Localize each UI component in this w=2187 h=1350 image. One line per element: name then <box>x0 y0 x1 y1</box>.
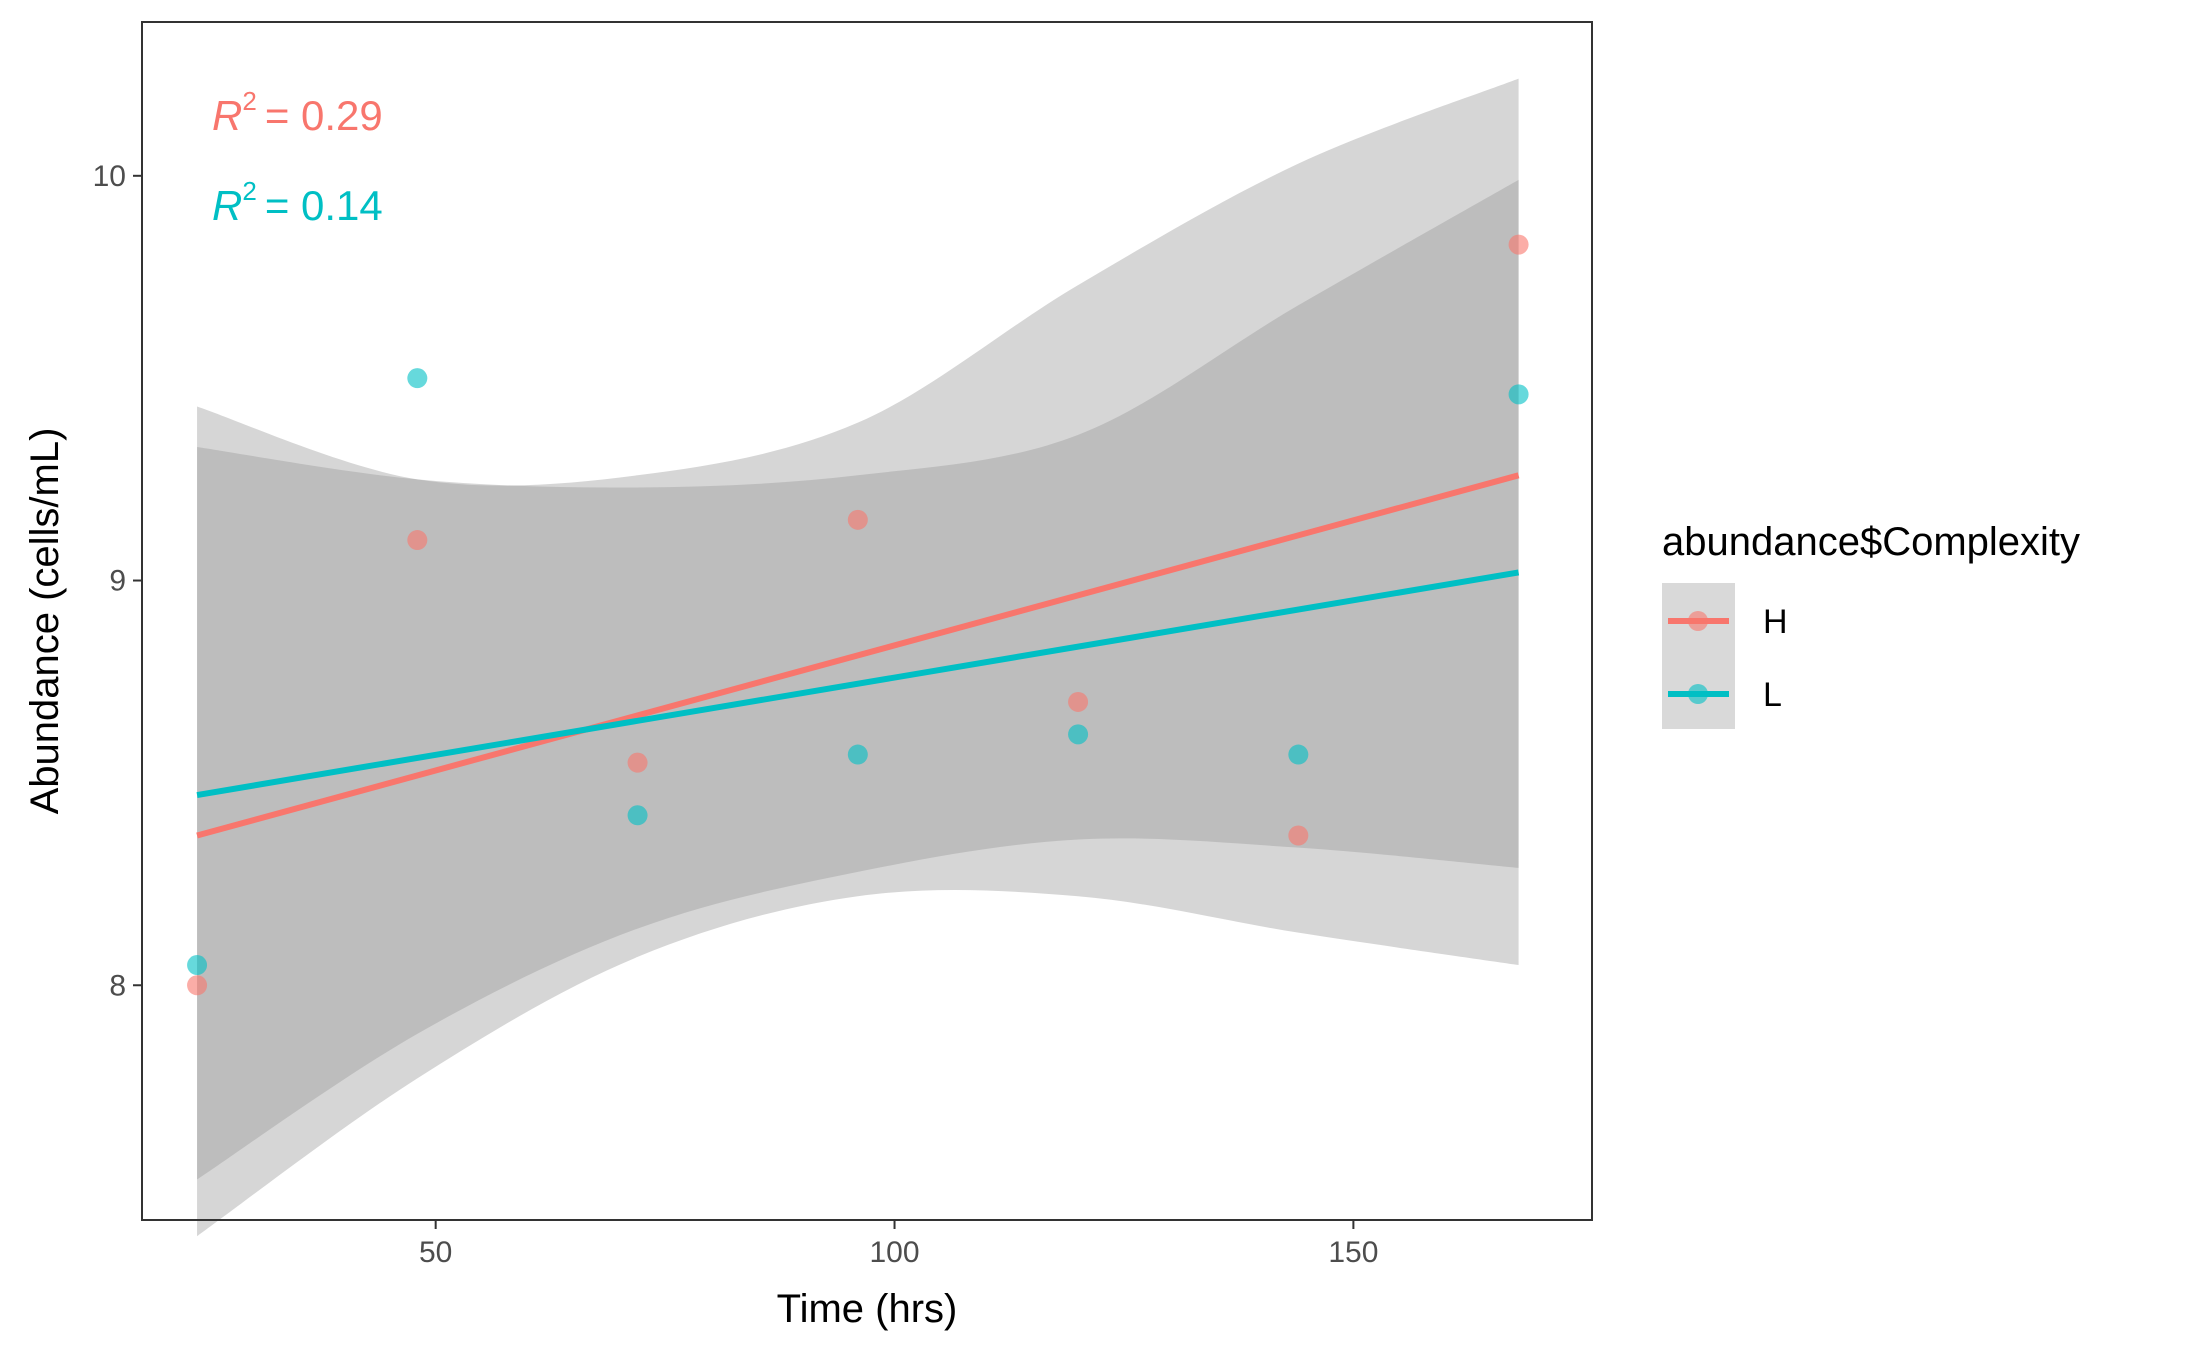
legend-key-background <box>1662 583 1735 729</box>
data-point-h <box>407 530 428 551</box>
fit-lines <box>196 472 1520 839</box>
data-point-l <box>627 805 648 826</box>
ci-ribbon-l <box>197 179 1519 1180</box>
legend-label-l: L <box>1763 676 1782 714</box>
legend-key-point-l <box>1688 684 1708 704</box>
x-tick-label: 50 <box>419 1236 452 1269</box>
y-tick-label: 10 <box>93 160 126 193</box>
r2-sup-l: 2 <box>242 176 256 206</box>
legend: abundance$Complexity H L <box>1662 520 2080 729</box>
data-point-l <box>187 955 208 976</box>
x-axis-ticks: 50 100 150 <box>419 1220 1378 1269</box>
data-point-l <box>847 744 868 765</box>
x-tick-label: 100 <box>870 1236 920 1269</box>
fit-line-l <box>196 569 1520 798</box>
data-point-h <box>1068 691 1089 712</box>
data-points <box>187 234 1529 996</box>
data-point-h <box>1288 825 1309 846</box>
x-axis-title: Time (hrs) <box>777 1287 958 1331</box>
legend-label-h: H <box>1763 603 1788 641</box>
data-point-h <box>847 509 868 530</box>
data-point-l <box>407 368 428 389</box>
r2-r-label-h: R <box>212 92 242 139</box>
y-axis-title: Abundance (cells/mL) <box>23 428 67 815</box>
fit-line-h <box>196 472 1520 839</box>
legend-title: abundance$Complexity <box>1662 520 2080 564</box>
data-point-h <box>627 752 648 773</box>
r2-annotations: R2 = 0.29 R2 = 0.14 <box>212 86 383 229</box>
y-axis-ticks: 8 9 10 <box>93 160 142 1002</box>
y-tick-label: 8 <box>109 969 126 1002</box>
r2-sup-h: 2 <box>242 86 256 116</box>
panel-border <box>141 21 1593 1221</box>
r2-value-h: = 0.29 <box>265 92 383 139</box>
data-point-l <box>1068 724 1089 745</box>
r2-value-l: = 0.14 <box>265 182 383 229</box>
r2-annotation-h: R2 = 0.29 <box>212 86 383 139</box>
data-point-l <box>1508 384 1529 405</box>
r2-annotation-l: R2 = 0.14 <box>212 176 383 229</box>
data-point-h <box>1508 234 1529 255</box>
x-tick-label: 150 <box>1328 1236 1378 1269</box>
legend-key-point-h <box>1688 611 1708 631</box>
r2-r-label-l: R <box>212 182 242 229</box>
y-tick-label: 9 <box>109 565 126 598</box>
data-point-l <box>1288 744 1309 765</box>
data-point-h <box>187 975 208 996</box>
